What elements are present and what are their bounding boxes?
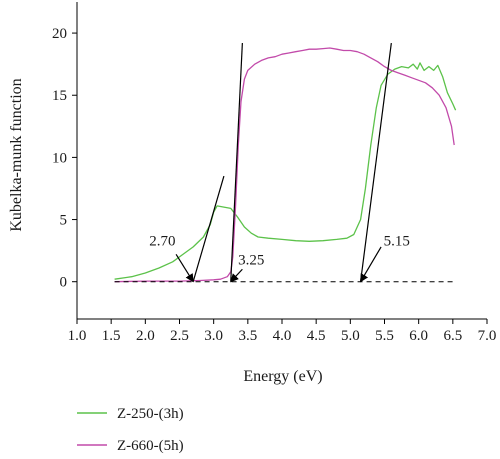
- tangent-line-0: [192, 175, 225, 282]
- x-tick-label: 1.0: [68, 328, 87, 344]
- annotation-label-2: 5.15: [384, 234, 410, 250]
- legend-label-z660: Z-660-(5h): [117, 438, 184, 454]
- x-tick-label: 2.5: [170, 328, 189, 344]
- y-tick-label: 15: [52, 88, 67, 104]
- x-tick-label: 2.0: [136, 328, 155, 344]
- x-tick-label: 1.5: [102, 328, 121, 344]
- annotation-label-0: 2.70: [149, 234, 175, 250]
- tangent-line-1: [230, 42, 243, 282]
- x-tick-label: 4.5: [307, 328, 326, 344]
- x-tick-label: 3.5: [238, 328, 257, 344]
- x-axis-title: Energy (eV): [243, 368, 322, 385]
- annotation-layer: 2.70 3.25 5.15: [114, 42, 453, 283]
- x-tick-label: 6.0: [409, 328, 428, 344]
- annotation-label-1: 3.25: [238, 252, 264, 268]
- legend: Z-250-(3h) Z-660-(5h): [77, 406, 184, 454]
- y-tick-label: 10: [52, 150, 67, 166]
- y-tick-label: 0: [60, 275, 68, 291]
- x-tick-label: 6.5: [443, 328, 462, 344]
- x-tick-label: 3.0: [204, 328, 223, 344]
- x-tick-label: 5.5: [375, 328, 394, 344]
- y-tick-label: 5: [60, 213, 68, 229]
- annotation-arrow-2: [360, 246, 382, 283]
- annotation-arrow-1: [230, 268, 243, 283]
- y-axis-title: Kubelka-munk function: [8, 78, 25, 231]
- x-tick-label: 4.0: [273, 328, 292, 344]
- x-tick-label: 5.0: [341, 328, 360, 344]
- tangent-line-2: [359, 42, 392, 282]
- annotation-arrow-0: [175, 254, 194, 283]
- x-tick-label: 7.0: [478, 328, 497, 344]
- series-line-0: [114, 62, 457, 280]
- axes: 1.0 1.5 2.0 2.5 3.0 3.5 4.0 4.5 5.0 5.5 6.0 6.5 7.0 0…: [52, 2, 496, 344]
- y-tick-label: 20: [52, 26, 67, 42]
- legend-label-z250: Z-250-(3h): [117, 406, 184, 422]
